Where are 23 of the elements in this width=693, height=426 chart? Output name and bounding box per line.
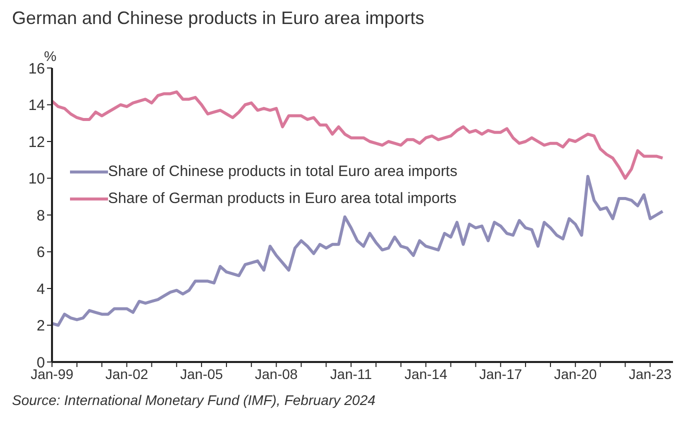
y-tick-label: 12 (28, 134, 45, 151)
y-tick-label: 4 (36, 280, 45, 298)
chart-title: German and Chinese products in Euro area imports (12, 8, 424, 29)
line-series (52, 90, 664, 180)
y-axis-title: % (44, 48, 56, 64)
source-note: Source: International Monetary Fund (IMF), February 2024 (12, 392, 376, 408)
x-tick-label: Jan-02 (105, 366, 148, 382)
x-tick-label: Jan-23 (628, 366, 672, 382)
y-tick-label: 6 (36, 244, 45, 262)
y-tick-label: 0 (36, 354, 45, 372)
x-tick-label: Jan-17 (479, 366, 522, 382)
y-tick-label: 2 (36, 318, 45, 335)
x-tick-label: Jan-11 (330, 366, 372, 382)
legend-label: Share of German products in Euro area total imports (108, 190, 457, 207)
y-tick-label: 8 (36, 207, 45, 224)
y-tick-label: 16 (28, 60, 45, 78)
legend-label: Share of Chinese products in total Euro area imports (108, 163, 458, 180)
x-tick-label: Jan-05 (180, 366, 224, 382)
x-tick-label: Jan-14 (404, 366, 448, 382)
x-tick-label: Jan-20 (554, 366, 597, 382)
y-tick-label: 10 (28, 170, 45, 188)
x-tick-label: Jan-08 (254, 366, 298, 382)
y-tick-label: 14 (28, 97, 45, 114)
